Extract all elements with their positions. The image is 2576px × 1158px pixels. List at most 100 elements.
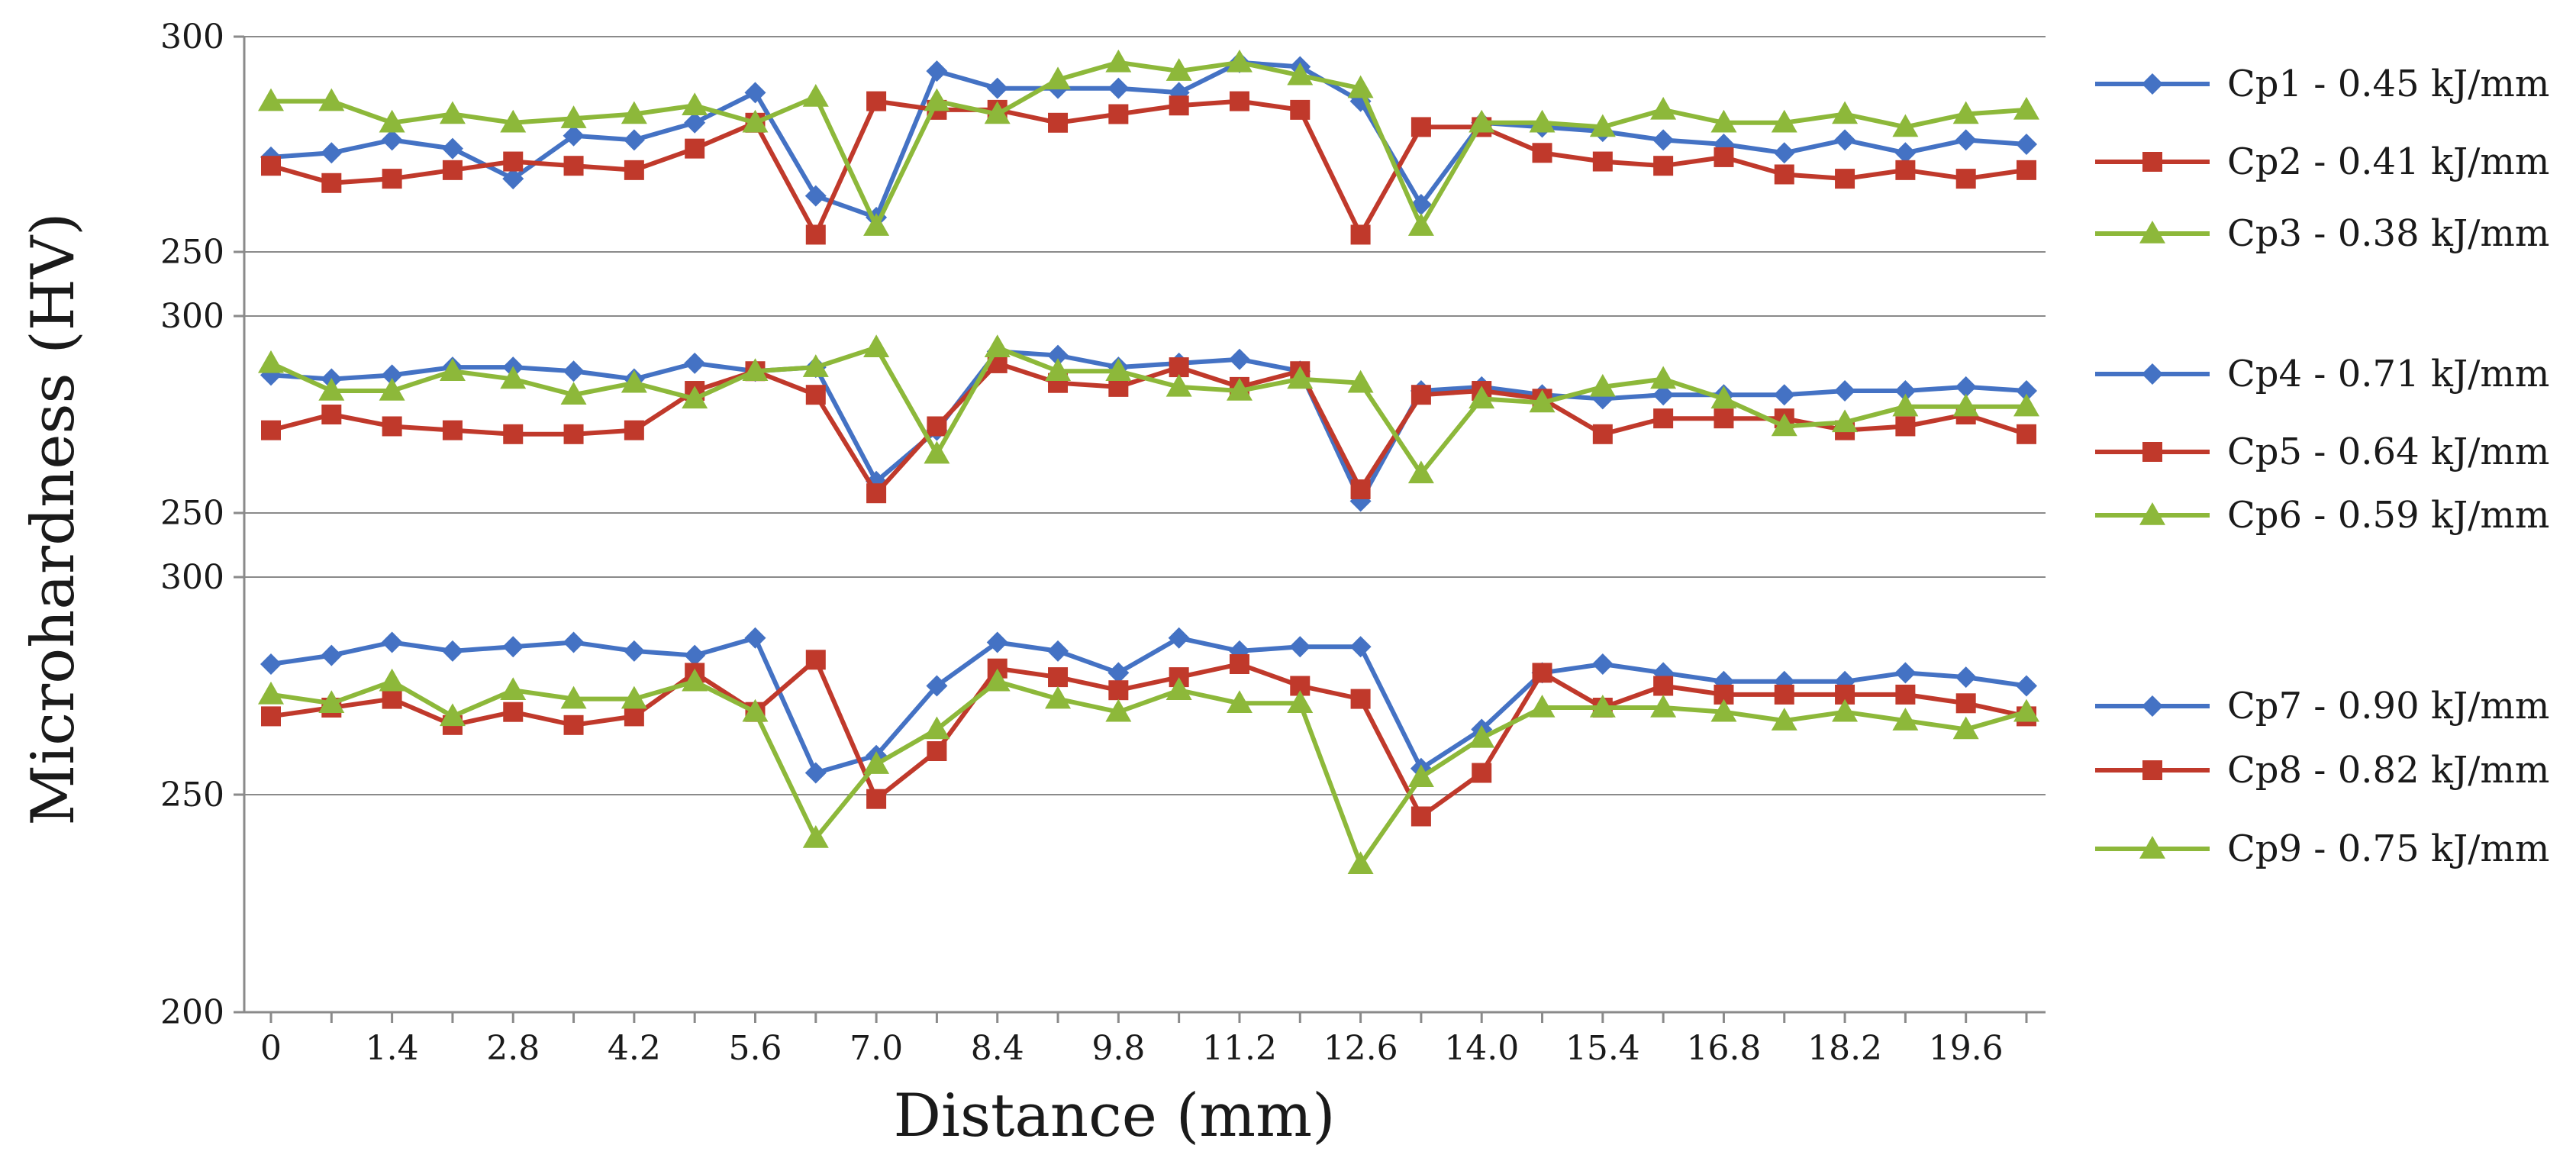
point-cp5-1 (321, 405, 342, 424)
point-cp4-25 (1773, 384, 1795, 406)
point-cp2-1 (321, 173, 342, 193)
point-cp6-21 (1529, 389, 1556, 413)
point-cp1-9 (804, 185, 827, 207)
point-cp4-2 (381, 364, 403, 386)
point-cp9-7 (682, 668, 708, 692)
point-cp2-6 (624, 160, 644, 180)
point-cp2-16 (1229, 91, 1249, 111)
point-cp4-27 (1894, 380, 1917, 402)
xtick-label-12.6: 12.6 (1323, 1029, 1398, 1068)
point-cp7-6 (623, 640, 645, 662)
point-cp2-19 (1411, 117, 1431, 137)
point-cp6-19 (1407, 460, 1434, 484)
point-cp9-23 (1650, 695, 1677, 718)
point-cp1-28 (1955, 129, 1977, 151)
point-cp2-27 (1895, 160, 1916, 180)
point-cp9-20 (1469, 724, 1495, 748)
point-cp9-16 (1226, 690, 1253, 714)
series-cp9 (258, 668, 2039, 874)
ytick-label-panel2-250: 250 (160, 494, 224, 533)
legend-marker (2142, 760, 2162, 780)
series-cp3 (258, 49, 2039, 236)
point-cp6-1 (318, 378, 345, 401)
legend-entry-cp8: Cp8 - 0.82 kJ/mm (2095, 749, 2549, 792)
point-cp1-8 (744, 82, 766, 104)
point-cp6-8 (742, 358, 769, 381)
point-cp5-0 (261, 420, 281, 440)
point-cp7-15 (1168, 627, 1190, 649)
point-cp1-18 (1349, 90, 1372, 112)
point-cp3-12 (984, 101, 1011, 124)
legend-label: Cp9 - 0.75 kJ/mm (2227, 827, 2549, 870)
point-cp3-0 (258, 88, 284, 111)
point-cp2-4 (503, 151, 524, 172)
point-cp1-11 (926, 60, 948, 82)
point-cp8-11 (927, 741, 947, 761)
point-cp1-1 (321, 142, 343, 164)
series-cp8 (261, 650, 2036, 827)
point-cp8-19 (1411, 806, 1431, 827)
point-cp2-26 (1835, 169, 1855, 189)
point-cp3-13 (1045, 66, 1072, 90)
series-layer (258, 49, 2039, 874)
legend-entry-cp6: Cp6 - 0.59 kJ/mm (2095, 494, 2549, 537)
legend-label: Cp8 - 0.82 kJ/mm (2227, 749, 2549, 792)
legend-entry-cp5: Cp5 - 0.64 kJ/mm (2095, 431, 2549, 473)
legend-label: Cp5 - 0.64 kJ/mm (2227, 431, 2549, 473)
point-cp1-4 (502, 168, 524, 190)
point-cp2-5 (563, 156, 584, 176)
point-cp5-18 (1350, 479, 1371, 500)
point-cp9-13 (1045, 685, 1072, 709)
point-cp8-9 (805, 650, 826, 670)
xtick-label-4.2: 4.2 (608, 1029, 661, 1068)
ytick-label-panel1-300: 300 (160, 18, 224, 56)
point-cp7-29 (2016, 675, 2037, 697)
point-cp3-1 (318, 88, 345, 111)
point-cp7-18 (1349, 636, 1372, 658)
point-cp9-10 (863, 751, 890, 774)
xtick-label-2.8: 2.8 (486, 1029, 540, 1068)
point-cp6-22 (1589, 373, 1616, 397)
point-cp2-15 (1169, 95, 1189, 116)
point-cp4-23 (1652, 384, 1675, 406)
point-cp2-7 (685, 138, 705, 159)
point-cp9-8 (742, 698, 769, 722)
point-cp3-21 (1529, 109, 1556, 133)
point-cp3-22 (1589, 114, 1616, 137)
series-cp6 (258, 334, 2039, 484)
point-cp5-11 (927, 416, 947, 437)
point-cp2-24 (1714, 147, 1734, 167)
series-cp4 (260, 340, 2037, 512)
point-cp7-11 (926, 675, 948, 697)
y-tick-labels: 250 300 250 300 200 250 300 (160, 18, 244, 1032)
point-cp1-3 (441, 137, 463, 160)
point-cp1-27 (1894, 142, 1917, 164)
legend-entry-cp2: Cp2 - 0.41 kJ/mm (2095, 140, 2549, 183)
series-line-cp9 (270, 679, 2027, 867)
point-cp3-8 (742, 109, 769, 133)
point-cp3-3 (439, 101, 466, 124)
legend-marker (2142, 73, 2163, 95)
point-cp7-12 (986, 631, 1008, 653)
point-cp3-11 (924, 88, 950, 111)
point-cp6-12 (984, 334, 1011, 358)
xtick-label-16.8: 16.8 (1686, 1029, 1761, 1068)
point-cp4-7 (684, 352, 706, 374)
point-cp7-0 (260, 653, 282, 675)
point-cp4-5 (563, 360, 585, 382)
point-cp8-21 (1532, 663, 1552, 683)
point-cp7-9 (804, 762, 827, 784)
point-cp9-27 (1892, 708, 1919, 731)
point-cp7-4 (502, 636, 524, 658)
point-cp6-29 (2013, 393, 2039, 417)
ytick-label-panel2-300: 300 (160, 297, 224, 336)
point-cp2-2 (382, 169, 402, 189)
point-cp1-14 (1107, 77, 1130, 99)
point-cp3-29 (2013, 96, 2039, 120)
point-cp8-16 (1229, 654, 1249, 674)
ytick-label-panel3-250: 250 (160, 776, 224, 814)
xtick-label-7.0: 7.0 (850, 1029, 903, 1068)
legend-entry-cp9: Cp9 - 0.75 kJ/mm (2095, 827, 2549, 870)
point-cp8-23 (1653, 676, 1674, 696)
